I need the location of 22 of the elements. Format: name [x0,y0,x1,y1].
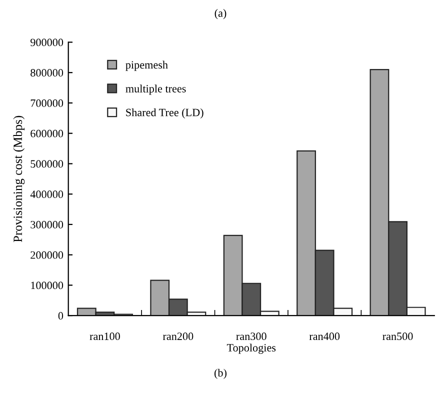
x-tick-label: ran200 [162,332,194,340]
text: (b) [214,368,226,379]
legend-label: multiple trees [126,84,186,95]
legend-label: pipemesh [126,60,168,71]
y-tick-label: 400000 [30,190,64,198]
y-tick-label: 100000 [31,282,64,290]
y-tick-label: 700000 [30,99,64,107]
x-tick-label: ran100 [90,332,120,340]
y-tick-label: 900000 [30,38,64,46]
y-tick-label: 500000 [30,160,64,168]
y-tick-label: 600000 [30,130,64,138]
chart-title: (a) [214,9,226,20]
x-tick-label: ran500 [382,332,413,340]
y-tick-label: 800000 [30,69,64,77]
x-tick-label: ran300 [236,332,266,340]
x-tick-label: ran400 [309,332,340,340]
y-tick-label: 300000 [30,220,64,228]
y-tick-label: 0 [58,312,64,320]
legend-label: Shared Tree (LD) [126,108,204,119]
x-axis-title: Topologies [226,344,276,354]
y-axis-title: Provisioning cost (Mbps) [13,116,25,242]
y-tick-label: 200000 [30,251,64,259]
